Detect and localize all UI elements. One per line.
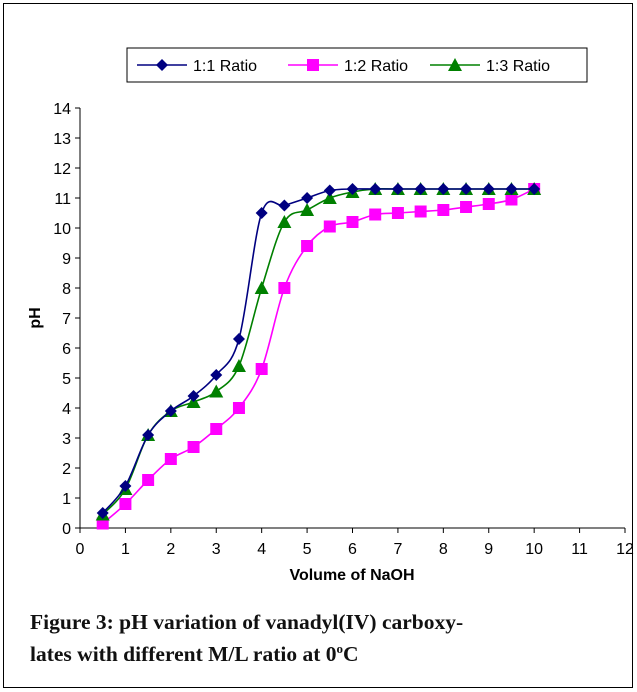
x-tick-label: 6 xyxy=(348,541,357,558)
data-point xyxy=(210,369,223,381)
x-axis-label: Volume of NaOH xyxy=(289,567,414,584)
data-point xyxy=(209,384,224,398)
data-point xyxy=(232,333,245,345)
y-tick-label: 13 xyxy=(53,131,71,148)
data-point xyxy=(254,281,269,294)
data-point xyxy=(369,208,382,221)
data-point xyxy=(437,204,450,216)
data-point xyxy=(460,201,473,213)
x-tick-label: 8 xyxy=(439,541,448,558)
caption-line-1: Figure 3: pH variation of vanadyl(IV) ca… xyxy=(30,610,464,634)
series-1-3-ratio xyxy=(95,182,542,521)
data-point xyxy=(505,183,518,195)
x-tick-label: 7 xyxy=(393,541,402,558)
data-point xyxy=(142,474,155,486)
chart-legend: 1:1 Ratio 1:2 Ratio 1:3 Ratio xyxy=(126,47,588,83)
y-tick-label: 14 xyxy=(53,101,71,118)
data-point xyxy=(96,507,109,519)
data-point xyxy=(164,453,177,465)
ph-titration-chart: 1:1 Ratio 1:2 Ratio 1:3 Ratio 012345678910… xyxy=(27,47,634,584)
y-tick-label: 0 xyxy=(62,521,71,538)
data-point xyxy=(277,215,292,228)
data-point xyxy=(231,359,246,372)
y-tick-label: 11 xyxy=(54,191,71,208)
data-point xyxy=(323,184,336,197)
y-tick-label: 8 xyxy=(62,281,71,298)
y-tick-label: 12 xyxy=(53,161,71,178)
x-tick-label: 4 xyxy=(257,541,266,558)
legend-label: 1:3 Ratio xyxy=(486,58,550,75)
x-tick-label: 10 xyxy=(525,541,543,558)
data-point xyxy=(346,183,359,195)
y-tick-label: 2 xyxy=(62,461,71,478)
data-point xyxy=(346,216,359,228)
y-tick-label: 10 xyxy=(53,221,71,238)
data-point xyxy=(210,423,223,435)
x-tick-label: 2 xyxy=(166,541,175,558)
data-point xyxy=(187,441,200,453)
data-point xyxy=(414,183,427,195)
x-tick-label: 0 xyxy=(76,541,85,558)
caption-line-2: lates with different M/L ratio at 0oC xyxy=(30,638,610,670)
data-point xyxy=(323,220,336,233)
series-1-1-ratio xyxy=(96,183,541,519)
y-tick-label: 7 xyxy=(62,311,71,328)
x-tick-label: 1 xyxy=(121,541,130,558)
legend-marker xyxy=(448,58,462,71)
y-tick-label: 4 xyxy=(62,401,71,418)
x-tick-label: 3 xyxy=(212,541,221,558)
degree-superscript: o xyxy=(336,640,344,656)
data-point xyxy=(391,207,404,219)
caption-line-2-unit: C xyxy=(343,642,359,666)
series-1-2-ratio xyxy=(96,183,541,530)
data-point xyxy=(391,183,404,195)
x-tick-label: 9 xyxy=(484,541,493,558)
data-point xyxy=(528,183,541,195)
legend-marker xyxy=(156,59,168,71)
data-point xyxy=(414,205,427,218)
y-tick-label: 5 xyxy=(62,371,71,388)
data-point xyxy=(482,198,495,210)
data-point xyxy=(505,193,518,206)
y-tick-label: 6 xyxy=(62,341,71,358)
data-point xyxy=(482,183,495,195)
data-point xyxy=(300,203,315,216)
data-point xyxy=(301,240,314,252)
legend-box xyxy=(126,47,588,83)
legend-marker xyxy=(307,59,319,71)
data-point xyxy=(322,191,337,204)
data-point xyxy=(164,405,177,417)
x-tick-label: 11 xyxy=(571,541,588,558)
data-point xyxy=(278,199,291,212)
data-point xyxy=(255,363,268,375)
series-line xyxy=(102,188,535,525)
data-point xyxy=(255,207,268,219)
y-tick-label: 9 xyxy=(62,251,71,268)
y-tick-label: 1 xyxy=(62,491,71,508)
data-point xyxy=(232,402,245,414)
series-line xyxy=(102,187,535,516)
legend-label: 1:2 Ratio xyxy=(344,58,408,75)
y-tick-label: 3 xyxy=(62,431,71,448)
y-axis-label: pH xyxy=(27,307,44,328)
data-point xyxy=(187,390,200,402)
x-tick-label: 5 xyxy=(303,541,312,558)
data-point xyxy=(301,192,314,204)
data-point xyxy=(119,480,132,492)
data-point xyxy=(278,282,291,294)
x-tick-label: 12 xyxy=(616,541,634,558)
data-point xyxy=(142,429,155,441)
data-point xyxy=(460,183,473,195)
figure-caption: Figure 3: pH variation of vanadyl(IV) ca… xyxy=(30,606,610,670)
data-point xyxy=(437,183,450,195)
figure-frame xyxy=(3,3,633,688)
chart-series xyxy=(95,182,542,530)
legend-label: 1:1 Ratio xyxy=(193,58,257,75)
caption-line-2-text: lates with different M/L ratio at 0 xyxy=(30,642,337,666)
data-point xyxy=(369,183,382,195)
data-point xyxy=(119,498,132,510)
